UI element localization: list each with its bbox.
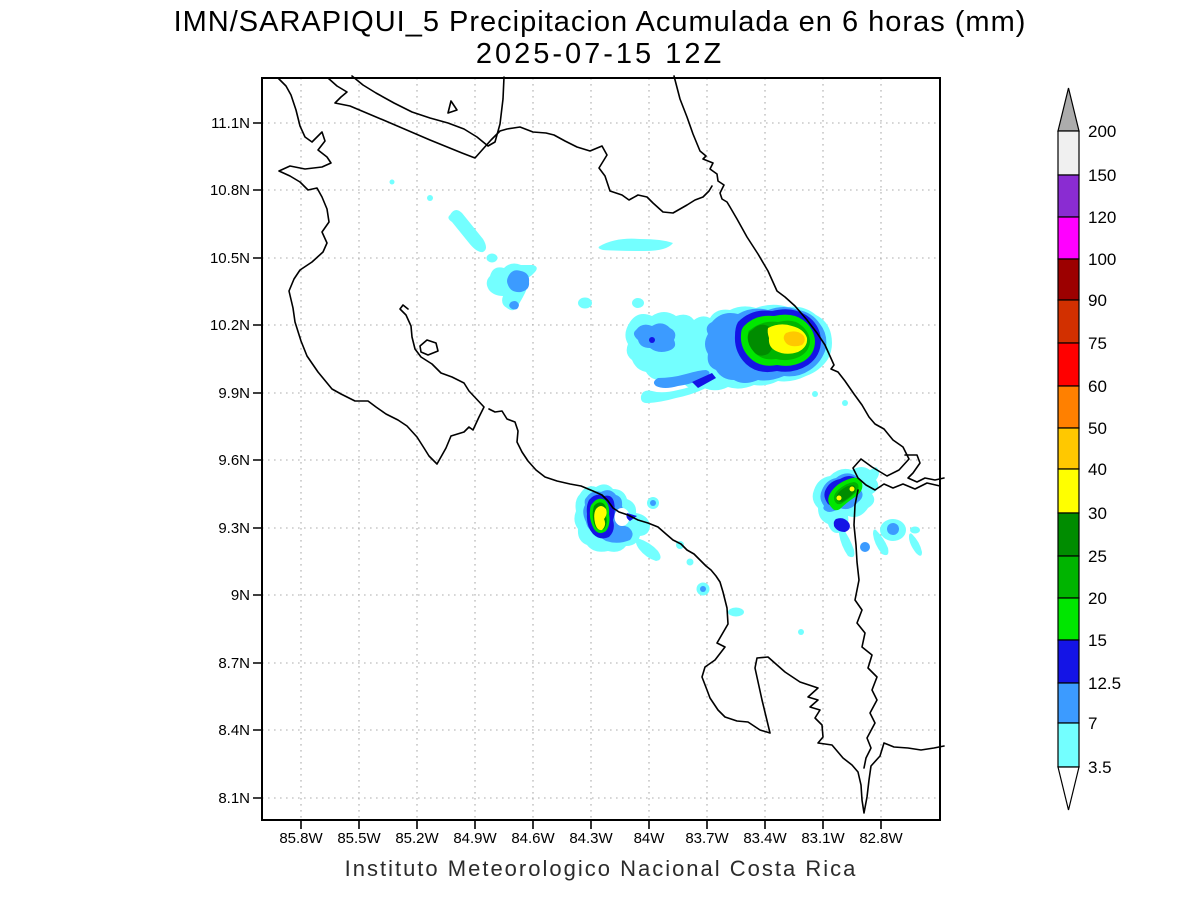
precip-level-3.5mm xyxy=(389,179,922,635)
lat-tick-label-8: 8.7N xyxy=(218,655,250,672)
lon-tick-label-10: 82.8W xyxy=(859,830,903,847)
precip-level-40mm xyxy=(783,331,805,347)
colorbar-label-90: 90 xyxy=(1088,291,1107,310)
colorbar-swatch-90-100 xyxy=(1057,258,1080,301)
lon-tick-label-3: 84.9W xyxy=(453,830,497,847)
colorbar-label-200: 200 xyxy=(1088,122,1116,141)
colorbar-label-150: 150 xyxy=(1088,166,1116,185)
colorbar-arrow-above-max xyxy=(1057,87,1080,132)
colorbar-label-7: 7 xyxy=(1088,714,1097,733)
colorbar-label-20: 20 xyxy=(1088,589,1107,608)
colorbar-label-100: 100 xyxy=(1088,250,1116,269)
lat-tick-label-1: 10.8N xyxy=(210,182,250,199)
colorbar-swatch-50-60 xyxy=(1057,385,1080,429)
lat-tick-label-7: 9N xyxy=(231,587,250,604)
colorbar-label-25: 25 xyxy=(1088,547,1107,566)
lat-tick-label-0: 11.1N xyxy=(211,115,250,132)
lake-island-triangle xyxy=(447,100,458,114)
source-caption: Instituto Meteorologico Nacional Costa R… xyxy=(344,856,858,881)
colorbar-label-3.5: 3.5 xyxy=(1088,758,1112,777)
lon-tick-label-2: 85.2W xyxy=(395,830,439,847)
coastline-mainland-caribbean xyxy=(488,408,945,814)
lon-tick-label-4: 84.6W xyxy=(511,830,555,847)
colorbar-swatch-20-25 xyxy=(1057,555,1080,599)
colorbar-swatch-40-50 xyxy=(1057,427,1080,470)
lat-tick-label-6: 9.3N xyxy=(218,520,250,537)
colorbar-swatch-30-40 xyxy=(1057,468,1080,514)
colorbar-label-12.5: 12.5 xyxy=(1088,674,1121,693)
colorbar-swatch-100-120 xyxy=(1057,216,1080,260)
valid-time-subtitle: 2025-07-15 12Z xyxy=(475,38,725,70)
graticule-grid xyxy=(262,78,940,820)
map-frame xyxy=(261,77,941,821)
coastline-panama-bocas xyxy=(904,454,945,483)
lake-nicaragua-shore xyxy=(351,75,505,147)
lat-tick-label-4: 9.9N xyxy=(218,385,250,402)
lon-tick-label-1: 85.5W xyxy=(337,830,381,847)
border-panama xyxy=(853,489,878,769)
colorbar-label-50: 50 xyxy=(1088,419,1107,438)
precip-dry-hole xyxy=(614,508,630,526)
lon-tick-label-8: 83.4W xyxy=(743,830,787,847)
colorbar: 200 150 120 100 90 75 60 50 40 30 25 20 … xyxy=(1057,87,1121,811)
colorbar-label-15: 15 xyxy=(1088,631,1107,650)
coastline-caribbean-north xyxy=(673,75,941,491)
colorbar-label-120: 120 xyxy=(1088,208,1116,227)
gulf-of-nicoya-island xyxy=(419,339,439,356)
lon-tick-label-0: 85.8W xyxy=(279,830,323,847)
colorbar-swatch-12.5-15 xyxy=(1057,639,1080,684)
border-river-san-juan xyxy=(327,77,713,214)
colorbar-arrow-below-min xyxy=(1057,766,1080,811)
colorbar-swatch-150-200 xyxy=(1057,130,1080,176)
lat-tick-label-3: 10.2N xyxy=(210,317,250,334)
colorbar-label-60: 60 xyxy=(1088,377,1107,396)
colorbar-label-30: 30 xyxy=(1088,504,1107,523)
colorbar-label-75: 75 xyxy=(1088,334,1107,353)
lat-tick-label-5: 9.6N xyxy=(218,452,250,469)
coastline-layer xyxy=(277,75,945,814)
colorbar-labels: 200 150 120 100 90 75 60 50 40 30 25 20 … xyxy=(1088,122,1121,777)
lon-tick-label-5: 84.3W xyxy=(569,830,613,847)
lat-tick-label-2: 10.5N xyxy=(210,250,250,267)
lon-tick-label-7: 83.7W xyxy=(685,830,729,847)
colorbar-swatch-60-75 xyxy=(1057,342,1080,387)
colorbar-swatch-3.5-7 xyxy=(1057,722,1080,768)
lat-tick-label-9: 8.4N xyxy=(218,722,250,739)
lon-tick-label-9: 83.1W xyxy=(801,830,845,847)
colorbar-swatch-7-12.5 xyxy=(1057,682,1080,724)
precip-shading xyxy=(389,179,922,635)
colorbar-swatch-75-90 xyxy=(1057,299,1080,344)
page-title: IMN/SARAPIQUI_5 Precipitacion Acumulada … xyxy=(173,6,1027,38)
coastline-pacific-nicoya xyxy=(277,77,485,465)
colorbar-label-40: 40 xyxy=(1088,460,1107,479)
colorbar-swatch-120-150 xyxy=(1057,174,1080,218)
lat-tick-label-10: 8.1N xyxy=(218,790,250,807)
lon-axis: 85.8W 85.5W 85.2W 84.9W 84.6W 84.3W 84W … xyxy=(279,830,903,847)
lat-axis: 11.1N 10.8N 10.5N 10.2N 9.9N 9.6N 9.3N 9… xyxy=(210,115,250,807)
colorbar-swatch-25-30 xyxy=(1057,512,1080,557)
colorbar-swatch-15-20 xyxy=(1057,597,1080,641)
axis-ticks xyxy=(253,122,882,829)
lon-tick-label-6: 84W xyxy=(634,830,666,847)
